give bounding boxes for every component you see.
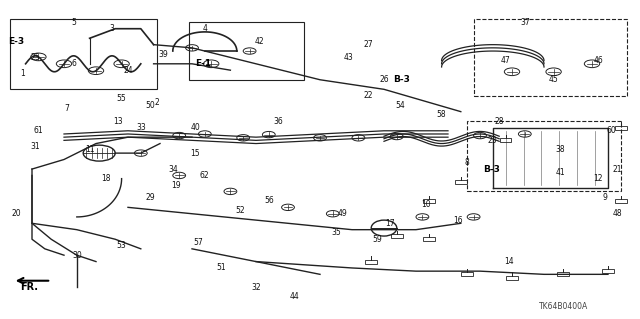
Text: 27: 27	[363, 40, 373, 49]
Bar	[423, 237, 435, 241]
Text: 26: 26	[379, 75, 389, 84]
Bar	[615, 126, 627, 130]
Text: 31: 31	[30, 142, 40, 151]
Text: 24: 24	[123, 66, 133, 75]
Text: 8: 8	[465, 158, 470, 167]
Bar	[461, 272, 473, 276]
Text: 36: 36	[273, 117, 284, 126]
Text: 11: 11	[85, 145, 94, 154]
Text: 44: 44	[289, 292, 300, 301]
Text: 60: 60	[606, 126, 616, 135]
Text: 14: 14	[504, 257, 514, 266]
Text: 46: 46	[593, 56, 604, 65]
Text: 55: 55	[116, 94, 127, 103]
Text: 38: 38	[555, 145, 565, 154]
Text: 2: 2	[154, 98, 159, 107]
Text: B-3: B-3	[483, 165, 500, 174]
Bar	[615, 199, 627, 203]
Text: 28: 28	[495, 117, 504, 126]
Text: 53: 53	[116, 241, 127, 250]
Bar	[602, 269, 614, 273]
Text: 20: 20	[11, 209, 21, 218]
Text: 49: 49	[337, 209, 348, 218]
Text: 61: 61	[33, 126, 44, 135]
Text: 5: 5	[71, 18, 76, 27]
Text: 30: 30	[72, 251, 82, 260]
Text: 21: 21	[613, 165, 622, 174]
Text: TK64B0400A: TK64B0400A	[539, 302, 588, 311]
Text: 16: 16	[452, 216, 463, 225]
Bar	[500, 138, 511, 142]
Text: FR.: FR.	[20, 282, 38, 292]
Text: 57: 57	[193, 238, 204, 247]
Text: 48: 48	[612, 209, 623, 218]
Text: 42: 42	[254, 37, 264, 46]
Bar	[365, 260, 377, 263]
Bar	[467, 121, 621, 191]
Text: 39: 39	[158, 50, 168, 59]
Text: 34: 34	[168, 165, 178, 174]
Text: 15: 15	[190, 149, 200, 158]
Text: 54: 54	[395, 101, 405, 110]
Text: 7: 7	[65, 104, 70, 113]
Text: 35: 35	[331, 228, 341, 237]
Text: 59: 59	[372, 235, 383, 244]
Bar	[455, 180, 467, 184]
Bar	[506, 276, 518, 279]
Text: 3: 3	[109, 24, 115, 33]
Text: 9: 9	[602, 193, 607, 202]
Text: 29: 29	[145, 193, 156, 202]
Text: E-1: E-1	[195, 59, 211, 68]
Text: 45: 45	[548, 75, 559, 84]
Text: 40: 40	[190, 123, 200, 132]
Bar	[10, 19, 157, 89]
Text: 23: 23	[488, 136, 498, 145]
Text: 18: 18	[101, 174, 110, 183]
Text: 62: 62	[200, 171, 210, 180]
Text: 41: 41	[555, 168, 565, 177]
Text: 32: 32	[251, 283, 261, 292]
Text: 37: 37	[520, 18, 530, 27]
Bar	[474, 19, 627, 96]
Text: 43: 43	[344, 53, 354, 62]
Bar	[423, 199, 435, 203]
Text: E-3: E-3	[8, 37, 24, 46]
Text: 4: 4	[202, 24, 207, 33]
Text: B-3: B-3	[394, 75, 410, 84]
Text: 25: 25	[30, 53, 40, 62]
Text: 52: 52	[235, 206, 245, 215]
Text: 51: 51	[216, 263, 226, 272]
Text: 56: 56	[264, 197, 274, 205]
Text: 17: 17	[385, 219, 396, 228]
Text: 6: 6	[71, 59, 76, 68]
Text: 10: 10	[420, 200, 431, 209]
Text: 50: 50	[145, 101, 156, 110]
Text: 22: 22	[364, 91, 372, 100]
Bar	[391, 234, 403, 238]
Bar	[557, 272, 569, 276]
Text: 58: 58	[436, 110, 447, 119]
Text: 12: 12	[594, 174, 603, 183]
Text: 13: 13	[113, 117, 124, 126]
Text: 19: 19	[171, 181, 181, 189]
Text: 1: 1	[20, 69, 25, 78]
Text: 33: 33	[136, 123, 146, 132]
Bar	[189, 22, 304, 80]
Text: 47: 47	[500, 56, 511, 65]
